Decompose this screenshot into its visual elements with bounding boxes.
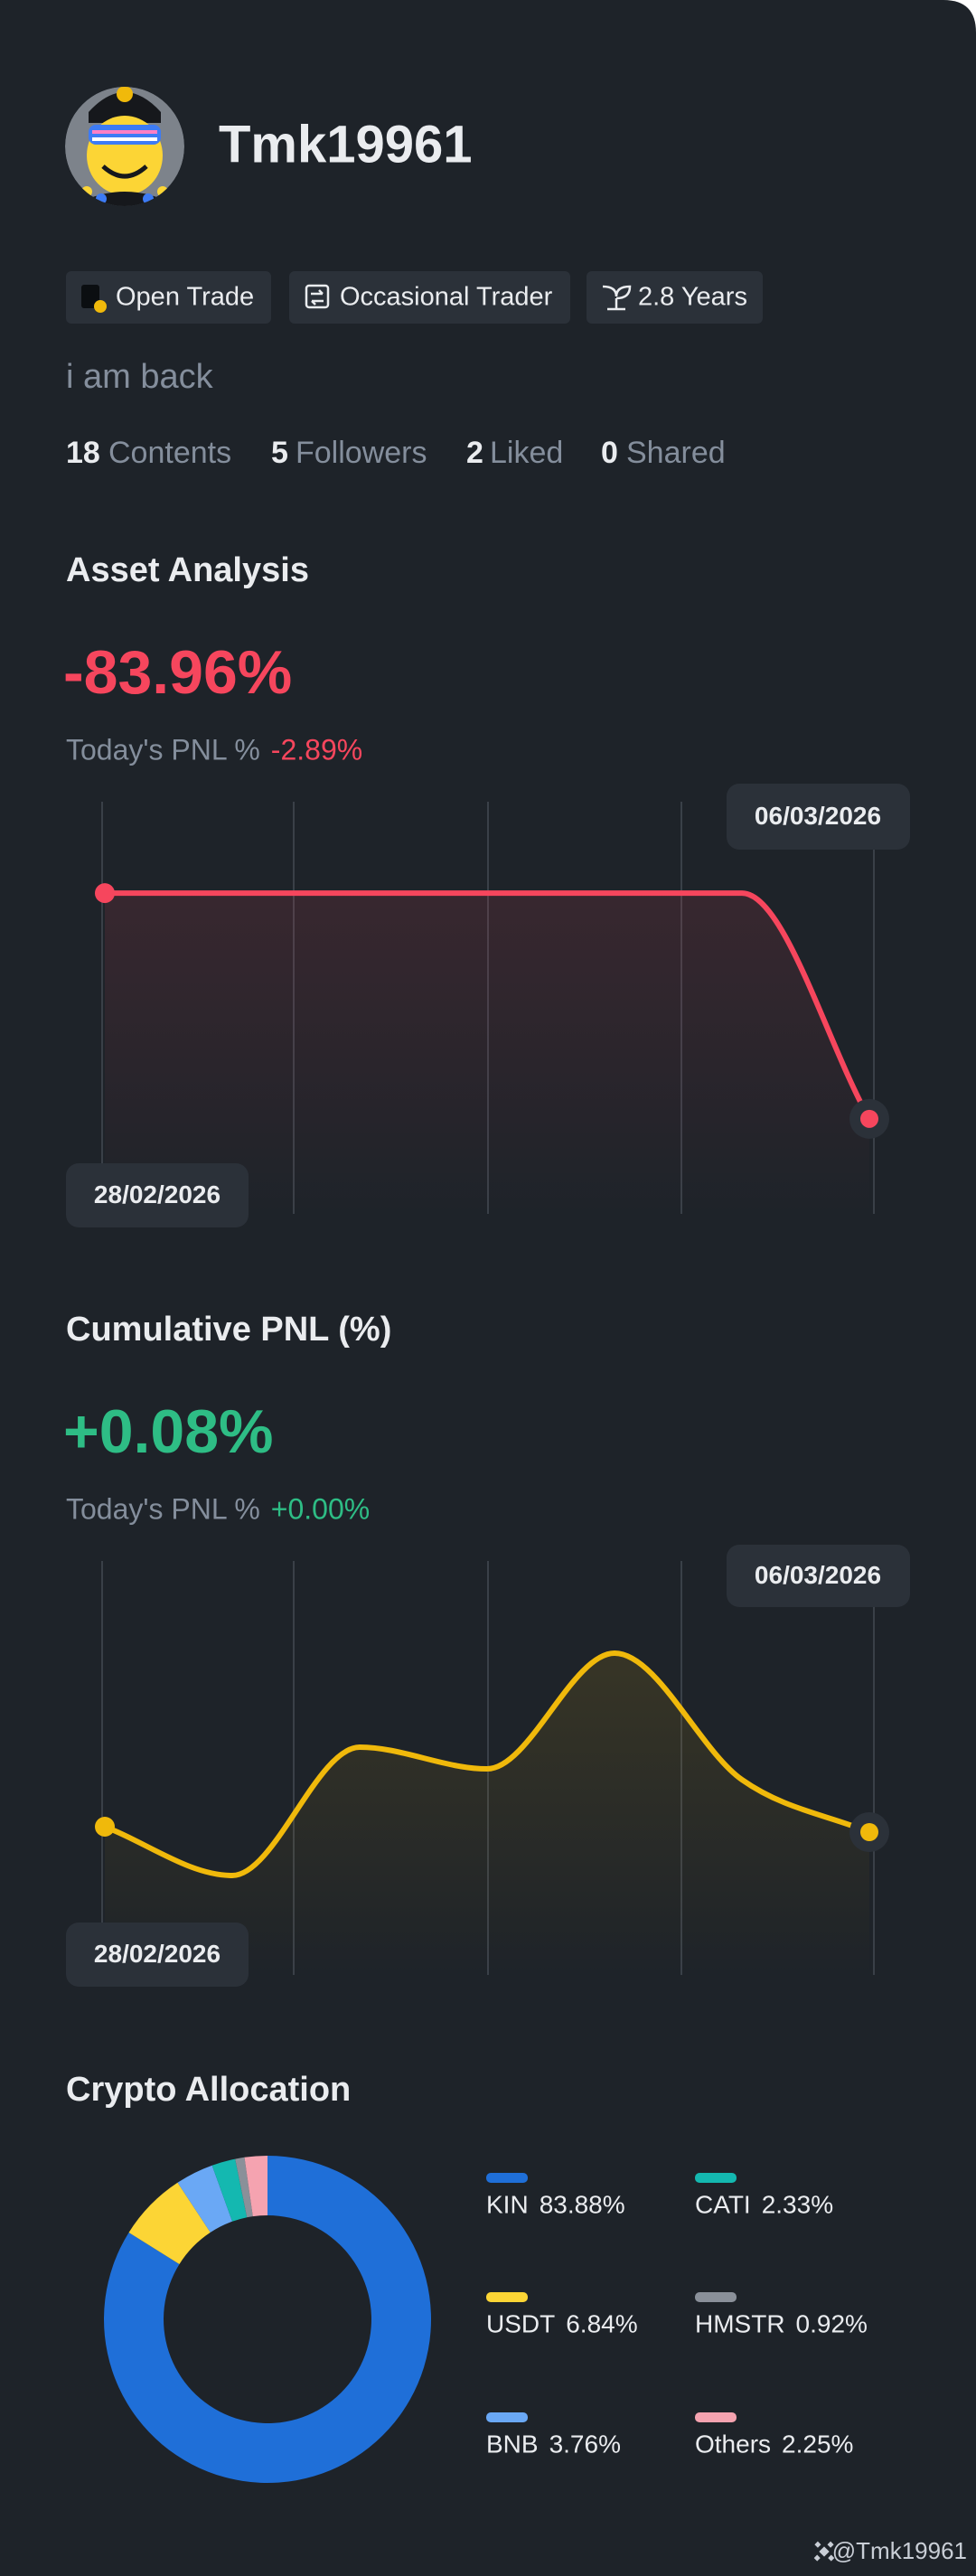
today-label: Today's PNL % (66, 1492, 260, 1525)
stat-count: 0 (601, 436, 618, 470)
donut-segment (104, 2156, 432, 2484)
end-dot (860, 1823, 878, 1841)
stat-count: 5 (271, 436, 288, 470)
stat-label: Shared (626, 436, 726, 470)
line-area (105, 1653, 869, 1977)
footer: @Tmk19961 (813, 2537, 967, 2564)
legend-value: 0.92% (796, 2309, 868, 2337)
stat-count: 18 (66, 436, 100, 470)
end-date: 06/03/2026 (755, 802, 881, 830)
tag-experience: 2.8 Years (587, 271, 763, 324)
start-date: 28/02/2026 (94, 1180, 221, 1208)
section-title: Crypto Allocation (66, 2071, 351, 2109)
stat-label: Liked (490, 436, 563, 470)
legend-name: USDT (486, 2309, 555, 2337)
legend-swatch (695, 2173, 737, 2183)
line-series (102, 890, 872, 1122)
tag-open-trade: Open Trade (66, 271, 271, 324)
legend-name: Others (695, 2430, 771, 2458)
end-date-box (727, 1545, 910, 1607)
stat-count: 2 (466, 436, 483, 470)
tag-label: 2.8 Years (638, 283, 747, 312)
legend-value: 6.84% (566, 2309, 637, 2337)
legend-name: CATI (695, 2190, 751, 2218)
line-series (102, 1650, 872, 1879)
headline-value: -83.96% (63, 638, 292, 707)
donut-segment (128, 2182, 211, 2265)
stat-label: Followers (296, 436, 427, 470)
donut-segment (177, 2165, 233, 2233)
headline-value: +0.08% (63, 1397, 274, 1466)
legend-swatch (486, 2292, 528, 2302)
donut-segment (244, 2156, 267, 2217)
legend-name: HMSTR (695, 2309, 785, 2337)
end-date-box (727, 784, 910, 850)
today-value: +0.00% (271, 1492, 370, 1525)
legend-swatch (695, 2292, 737, 2302)
legend-swatch (486, 2173, 528, 2183)
legend-value: 2.33% (762, 2190, 833, 2218)
bio: i am back (66, 358, 214, 396)
start-dot (95, 1817, 115, 1837)
section-title: Asset Analysis (66, 551, 309, 589)
username: Tmk19961 (219, 115, 473, 174)
start-date-box (66, 1163, 249, 1227)
section-title: Cumulative PNL (%) (66, 1311, 391, 1349)
stats: 18 Contents 5 Followers 2 Liked 0 Shared (66, 436, 726, 470)
line-area (105, 893, 869, 1216)
legend-value: 2.25% (782, 2430, 853, 2458)
legend-swatch (486, 2412, 528, 2422)
footer-handle: @Tmk19961 (832, 2537, 967, 2564)
legend-swatch (695, 2412, 737, 2422)
legend-name: BNB (486, 2430, 539, 2458)
start-dot (95, 883, 115, 904)
donut-segment (211, 2158, 248, 2222)
tag-label: Open Trade (116, 283, 254, 312)
end-dot (860, 1109, 878, 1128)
stat-label: Contents (108, 436, 231, 470)
legend-value: 83.88% (540, 2190, 625, 2218)
legend-name: KIN (486, 2190, 529, 2218)
tag-label: Occasional Trader (340, 283, 553, 312)
avatar (65, 87, 184, 206)
today-label: Today's PNL % (66, 733, 260, 766)
end-date: 06/03/2026 (755, 1561, 881, 1589)
start-date: 28/02/2026 (94, 1940, 221, 1968)
start-date-box (66, 1923, 249, 1987)
legend-value: 3.76% (549, 2430, 621, 2458)
tag-trader-type: Occasional Trader (289, 271, 570, 324)
donut-segment (235, 2157, 253, 2218)
today-value: -2.89% (271, 733, 362, 766)
